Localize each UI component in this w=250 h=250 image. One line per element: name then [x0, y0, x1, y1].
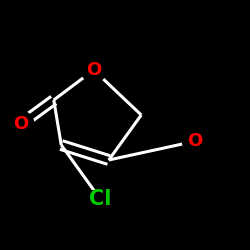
Text: Cl: Cl	[89, 189, 111, 209]
Circle shape	[182, 129, 208, 154]
Circle shape	[81, 58, 106, 82]
Bar	[85, 190, 115, 208]
Text: O: O	[86, 61, 102, 79]
Text: O: O	[14, 115, 29, 133]
Circle shape	[9, 111, 34, 136]
Text: O: O	[188, 132, 202, 150]
